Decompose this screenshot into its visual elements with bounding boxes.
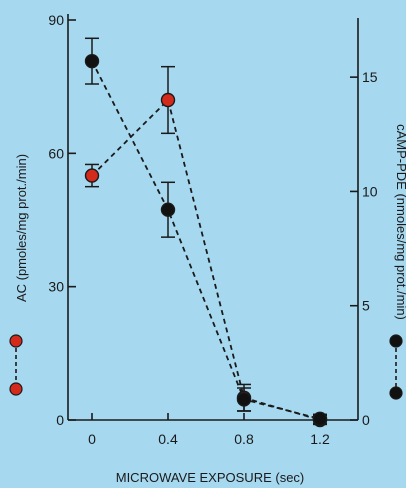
left-tick-label: 90 <box>48 12 64 28</box>
right-tick-label: 5 <box>362 298 370 314</box>
data-point-ac <box>160 92 176 108</box>
axis-legends: MICROWAVE EXPOSURE (sec) AC (pmoles/mg p… <box>9 124 406 485</box>
left-tick-label: 0 <box>56 412 64 428</box>
series-line-ac <box>91 98 321 421</box>
data-point-camp-pde <box>84 53 100 69</box>
legend-camp-pde-marker <box>389 334 403 348</box>
legend-camp-pde-marker <box>389 386 403 400</box>
left-tick-label: 60 <box>48 145 64 161</box>
axes: 0 30 60 90 0 5 10 15 0 0.4 0.8 1.2 <box>48 12 377 447</box>
data-point-camp-pde <box>236 392 252 407</box>
x-tick-label: 0.4 <box>158 431 178 447</box>
x-tick-label: 0 <box>88 431 96 447</box>
data-point-camp-pde <box>160 202 176 217</box>
x-tick-label: 1.2 <box>310 431 330 447</box>
left-axis-title: AC (pmoles/mg prot./min) <box>14 154 29 302</box>
left-tick-label: 30 <box>48 279 64 295</box>
legend-ac-marker <box>9 334 23 348</box>
series-layer <box>84 37 328 428</box>
series-line-camp-pde <box>91 60 321 420</box>
legend-ac-marker <box>9 382 23 396</box>
data-point-camp-pde <box>312 411 328 427</box>
right-tick-label: 0 <box>362 412 370 428</box>
x-tick-label: 0.8 <box>234 431 254 447</box>
x-axis-title: MICROWAVE EXPOSURE (sec) <box>116 470 305 485</box>
right-axis-title: cAMP-PDE (nmoles/mg prot./min) <box>394 124 406 320</box>
right-tick-label: 15 <box>362 69 378 85</box>
data-point-ac <box>84 168 100 183</box>
right-tick-label: 10 <box>362 183 378 199</box>
